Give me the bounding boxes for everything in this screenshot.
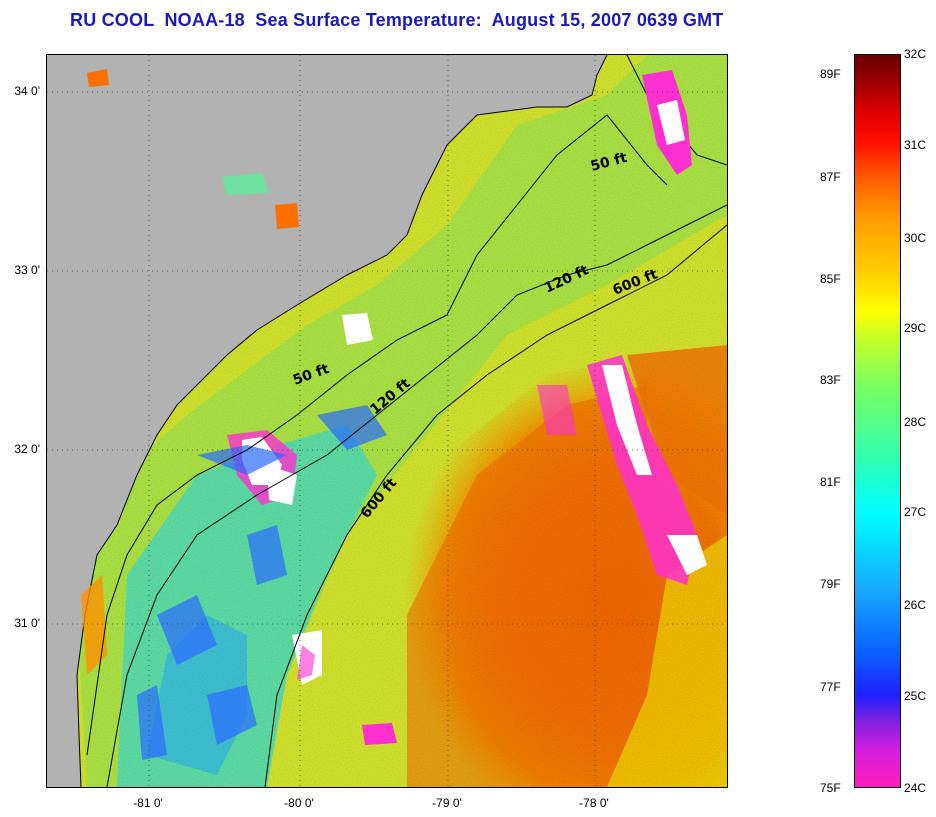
depth-contours	[86, 114, 727, 787]
lon-label-81: -81 0'	[133, 796, 163, 810]
shelf-cold-streaks	[137, 405, 387, 760]
contour-120ft	[106, 204, 727, 787]
lat-label-34: 34 0'	[14, 84, 40, 98]
cold-patches	[87, 69, 707, 745]
colorbar-label-28c: 28C	[904, 415, 927, 429]
colorbar-label-26c: 26C	[904, 598, 927, 612]
colorbar-label-87f: 87F	[820, 170, 841, 184]
sst-map-svg: 50 ft 50 ft 120 ft 120 ft 600 ft 600 ft	[47, 55, 727, 787]
colorbar-label-31c: 31C	[904, 138, 927, 152]
lat-label-31: 31 0'	[14, 616, 40, 630]
colorbar-label-27c: 27C	[904, 505, 927, 519]
colorbar-label-25c: 25C	[904, 689, 927, 703]
colorbar-label-32c: 32C	[904, 47, 927, 61]
colorbar-label-24c: 24C	[904, 781, 927, 795]
colorbar-label-81f: 81F	[820, 475, 841, 489]
colorbar-label-79f: 79F	[820, 577, 841, 591]
lon-label-78: -78 0'	[579, 796, 609, 810]
colorbar-label-89f: 89F	[820, 67, 841, 81]
coastal-warm-strip	[81, 575, 107, 675]
graticule	[47, 55, 727, 787]
contour-50ft	[86, 114, 668, 756]
lon-label-80: -80 0'	[284, 796, 314, 810]
temperature-colorbar	[854, 54, 901, 788]
map-title: RU COOL NOAA-18 Sea Surface Temperature:…	[70, 10, 724, 30]
colorbar-label-77f: 77F	[820, 680, 841, 694]
colorbar-label-85f: 85F	[820, 272, 841, 286]
colorbar-label-30c: 30C	[904, 231, 927, 245]
sst-map[interactable]: 50 ft 50 ft 120 ft 120 ft 600 ft 600 ft	[46, 54, 728, 788]
lat-label-32: 32 0'	[14, 442, 40, 456]
land-mass	[47, 55, 607, 787]
colorbar-label-29c: 29C	[904, 321, 927, 335]
contour-600ft	[264, 224, 727, 787]
coastline	[76, 55, 608, 787]
lon-label-79: -79 0'	[432, 796, 462, 810]
lat-label-33: 33 0'	[14, 263, 40, 277]
colorbar-label-83f: 83F	[820, 373, 841, 387]
colorbar-label-75f: 75F	[820, 781, 841, 795]
